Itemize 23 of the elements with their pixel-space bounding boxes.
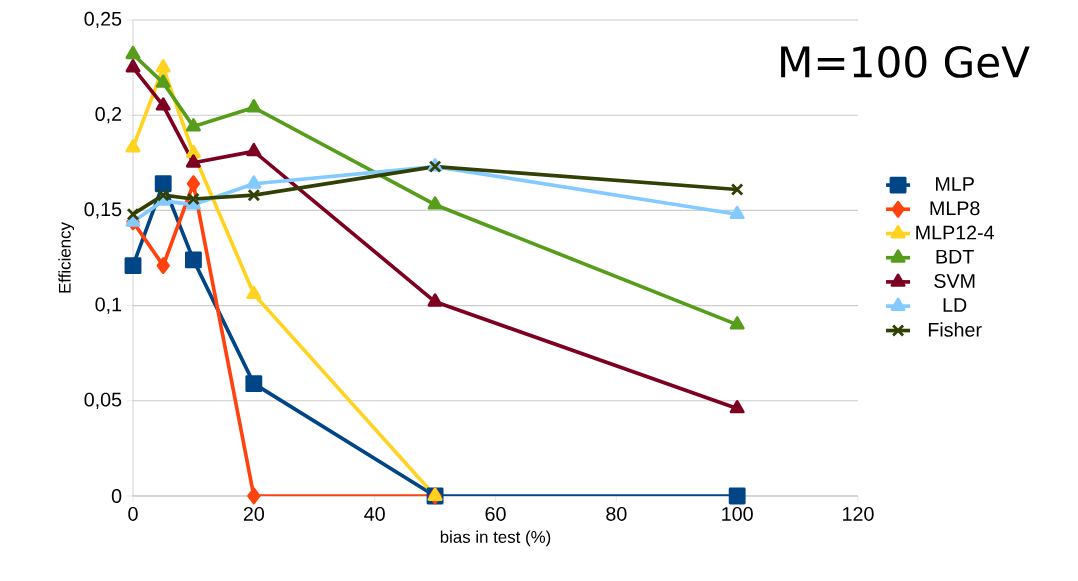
x-tick-label: 40 bbox=[364, 506, 385, 521]
y-axis-title: Efficiency bbox=[58, 222, 75, 293]
x-tick-label: 80 bbox=[606, 506, 627, 521]
legend-label: BDT bbox=[936, 249, 974, 264]
y-tick-label: 0,1 bbox=[95, 297, 122, 314]
y-tick-label: 0,05 bbox=[84, 392, 122, 409]
annotation: M=100 GeV bbox=[781, 45, 1030, 78]
y-tick-label: 0 bbox=[111, 489, 122, 503]
x-tick-label: 100 bbox=[722, 506, 753, 521]
x-tick-label: 60 bbox=[485, 506, 506, 521]
x-tick-label: 20 bbox=[243, 506, 265, 521]
legend-label: LD bbox=[943, 298, 967, 312]
x-tick-label: 120 bbox=[843, 506, 874, 521]
legend-label: MLP12-4 bbox=[916, 225, 994, 240]
legend-label: SVM bbox=[934, 273, 975, 288]
y-tick-label: 0,15 bbox=[84, 202, 122, 219]
y-tick-label: 0,25 bbox=[84, 11, 122, 29]
y-tick-label: 0,2 bbox=[95, 107, 122, 124]
legend-label: MLP8 bbox=[930, 201, 980, 216]
x-tick-label: 0 bbox=[128, 506, 138, 521]
legend-label: MLP bbox=[936, 177, 974, 191]
x-axis-title: bias in test (%) bbox=[440, 530, 551, 547]
legend-label: Fisher bbox=[928, 322, 982, 337]
